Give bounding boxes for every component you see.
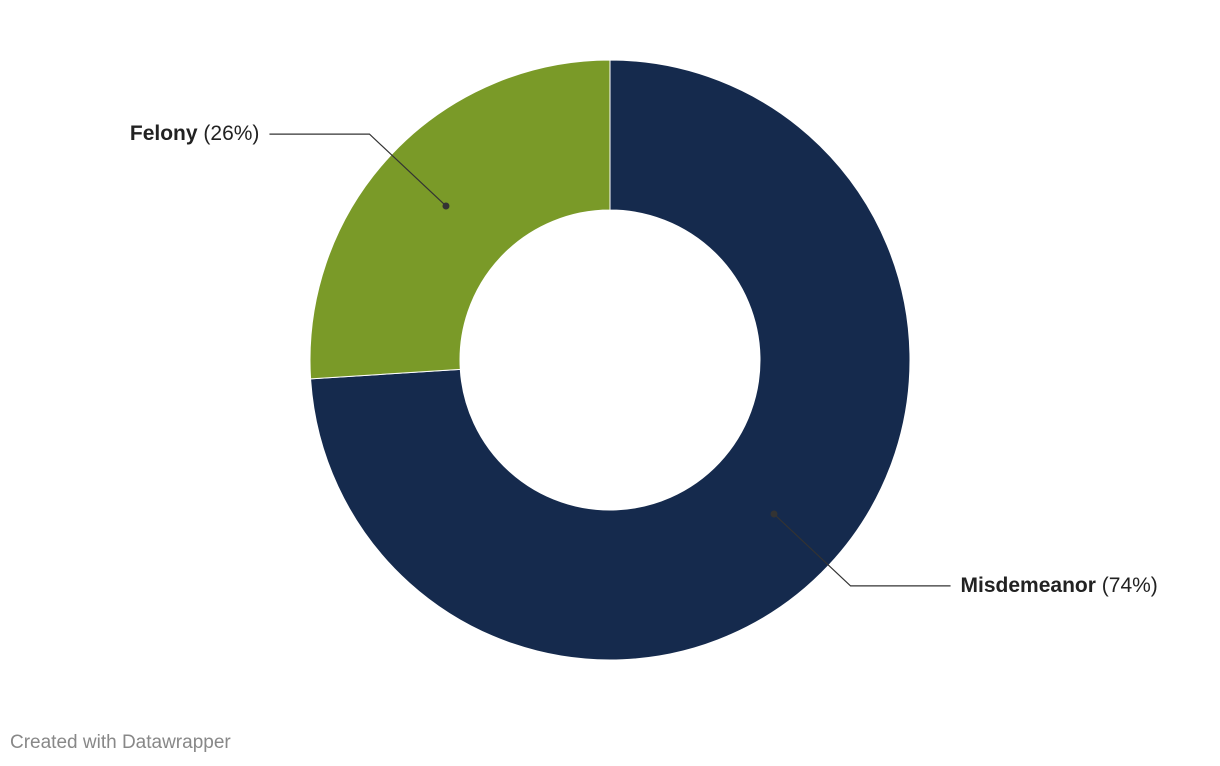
- slice: [310, 59, 911, 661]
- slice-value: (26%): [203, 122, 259, 145]
- slice-value: (74%): [1102, 573, 1158, 596]
- slice-name: Misdemeanor: [961, 573, 1096, 596]
- slice-name: Felony: [130, 122, 198, 145]
- slice: [309, 59, 611, 380]
- slice-label: Felony (26%): [130, 122, 260, 145]
- leader-dot: [442, 202, 450, 210]
- leader-line: [269, 133, 447, 207]
- leader-dot: [770, 510, 778, 518]
- slice-label: Misdemeanor (74%): [961, 573, 1158, 596]
- leader-line: [773, 513, 951, 587]
- credit: Created with Datawrapper: [10, 732, 231, 753]
